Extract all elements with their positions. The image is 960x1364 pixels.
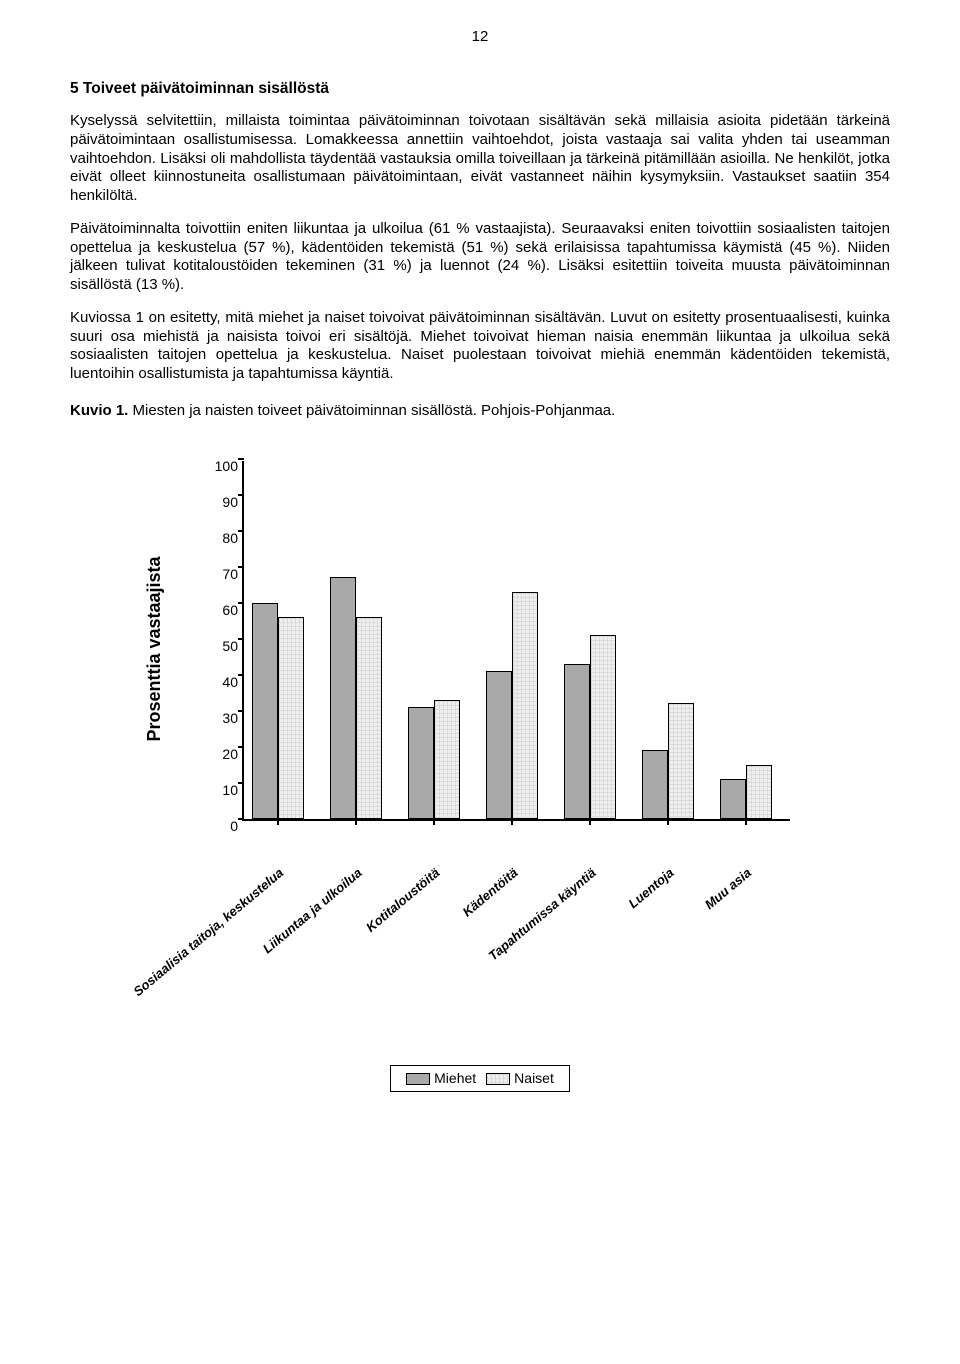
y-tick-label: 50 [200, 638, 238, 656]
figure-caption: Kuvio 1. Miesten ja naisten toiveet päiv… [70, 402, 890, 421]
bar-miehet [642, 750, 668, 818]
plot-area: 0102030405060708090100 [242, 461, 790, 821]
paragraph: Kyselyssä selvitettiin, millaista toimin… [70, 112, 890, 206]
x-tick-label: Kädentöitä [459, 865, 521, 921]
legend-swatch-naiset [486, 1073, 510, 1085]
bar-miehet [720, 779, 746, 819]
y-tick-mark [238, 458, 244, 460]
y-tick-label: 0 [200, 818, 238, 836]
legend-label: Miehet [434, 1070, 476, 1086]
y-tick-label: 10 [200, 782, 238, 800]
y-tick-mark [238, 710, 244, 712]
legend-swatch-miehet [406, 1073, 430, 1085]
bar-miehet [564, 664, 590, 819]
y-tick-label: 70 [200, 566, 238, 584]
y-tick-mark [238, 566, 244, 568]
bar-naiset [356, 617, 382, 819]
bar-naiset [668, 703, 694, 818]
bar-miehet [330, 577, 356, 818]
y-tick-label: 100 [200, 458, 238, 476]
legend-item: Naiset [486, 1070, 554, 1088]
legend-item: Miehet [406, 1070, 476, 1088]
y-tick-mark [238, 674, 244, 676]
section-heading: 5 Toiveet päivätoiminnan sisällöstä [70, 79, 890, 98]
y-tick-label: 20 [200, 746, 238, 764]
bar-naiset [278, 617, 304, 819]
y-tick-mark [238, 530, 244, 532]
x-tick-mark [433, 819, 435, 825]
y-tick-mark [238, 638, 244, 640]
paragraph: Kuviossa 1 on esitetty, mitä miehet ja n… [70, 309, 890, 384]
y-tick-label: 90 [200, 494, 238, 512]
x-tick-label: Luentoja [625, 865, 677, 912]
bar-naiset [512, 592, 538, 819]
y-tick-label: 30 [200, 710, 238, 728]
legend-label: Naiset [514, 1070, 554, 1086]
y-tick-label: 60 [200, 602, 238, 620]
figure-caption-bold: Kuvio 1. [70, 402, 128, 419]
y-tick-mark [238, 494, 244, 496]
legend: Miehet Naiset [390, 1065, 570, 1093]
paragraph: Päivätoiminnalta toivottiin eniten liiku… [70, 220, 890, 295]
x-tick-label: Kotitaloustöitä [363, 865, 443, 936]
x-tick-label: Muu asia [702, 865, 755, 913]
y-axis-label: Prosenttia vastaajista [143, 556, 166, 741]
y-tick-mark [238, 746, 244, 748]
bar-naiset [590, 635, 616, 819]
bar-naiset [434, 700, 460, 819]
x-tick-label: Sosiaalisia taitoja, keskustelua [131, 865, 288, 1000]
x-tick-mark [589, 819, 591, 825]
x-axis-labels: Sosiaalisia taitoja, keskusteluaLiikunta… [160, 849, 800, 1059]
y-tick-label: 40 [200, 674, 238, 692]
y-tick-mark [238, 818, 244, 820]
chart-container: Prosenttia vastaajista 01020304050607080… [160, 449, 800, 1093]
y-tick-mark [238, 782, 244, 784]
bar-miehet [486, 671, 512, 819]
bar-miehet [252, 603, 278, 819]
bar-miehet [408, 707, 434, 819]
y-tick-mark [238, 602, 244, 604]
y-tick-label: 80 [200, 530, 238, 548]
x-tick-mark [277, 819, 279, 825]
x-tick-mark [511, 819, 513, 825]
page-number: 12 [70, 28, 890, 47]
x-tick-mark [745, 819, 747, 825]
bar-naiset [746, 765, 772, 819]
bar-chart: Prosenttia vastaajista 01020304050607080… [160, 449, 800, 849]
x-tick-mark [355, 819, 357, 825]
figure-caption-text: Miesten ja naisten toiveet päivätoiminna… [128, 402, 615, 419]
x-tick-mark [667, 819, 669, 825]
